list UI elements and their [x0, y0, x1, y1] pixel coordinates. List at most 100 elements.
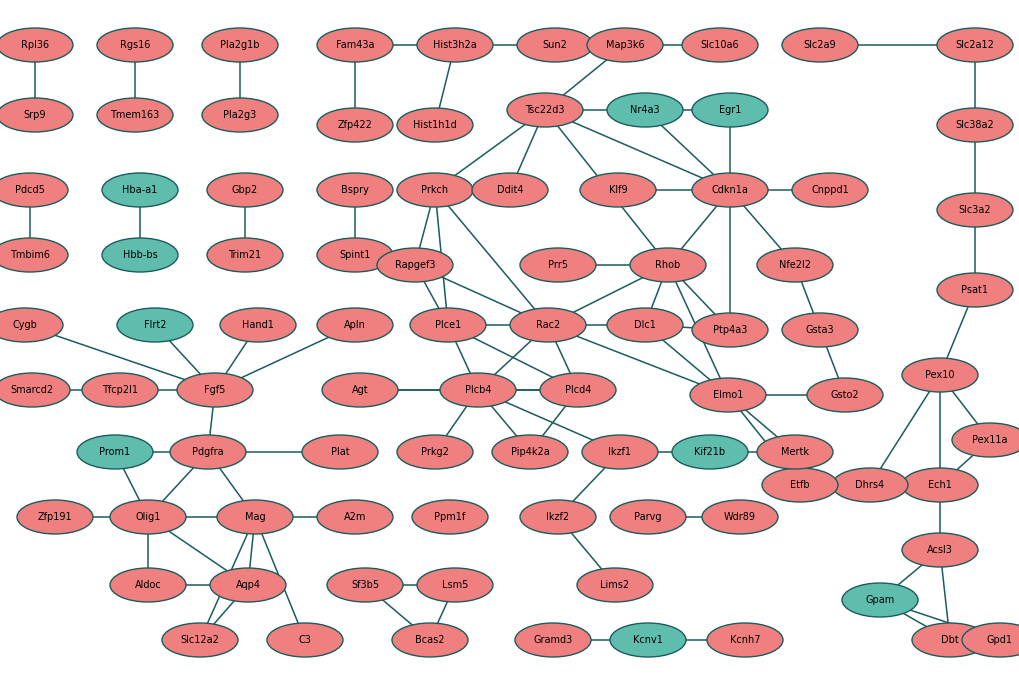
- Text: Slc2a9: Slc2a9: [803, 40, 836, 50]
- Text: Agt: Agt: [352, 385, 368, 395]
- Ellipse shape: [0, 28, 73, 62]
- Text: Gsta3: Gsta3: [805, 325, 834, 335]
- Ellipse shape: [117, 308, 193, 342]
- Ellipse shape: [217, 500, 292, 534]
- Text: Aldoc: Aldoc: [135, 580, 161, 590]
- Text: Rpl36: Rpl36: [21, 40, 49, 50]
- Ellipse shape: [391, 623, 468, 657]
- Text: Plat: Plat: [330, 447, 348, 457]
- Text: Gramd3: Gramd3: [533, 635, 572, 645]
- Ellipse shape: [782, 28, 857, 62]
- Ellipse shape: [0, 98, 73, 132]
- Ellipse shape: [689, 378, 765, 412]
- Text: Fam43a: Fam43a: [335, 40, 374, 50]
- Ellipse shape: [396, 435, 473, 469]
- Ellipse shape: [782, 313, 857, 347]
- Text: Ptp4a3: Ptp4a3: [712, 325, 747, 335]
- Text: Mag: Mag: [245, 512, 265, 522]
- Ellipse shape: [317, 108, 392, 142]
- Text: Flrt2: Flrt2: [144, 320, 166, 330]
- Text: Prr5: Prr5: [547, 260, 568, 270]
- Text: Gpd1: Gpd1: [986, 635, 1012, 645]
- Ellipse shape: [701, 500, 777, 534]
- Text: Map3k6: Map3k6: [605, 40, 644, 50]
- Text: Zfp422: Zfp422: [337, 120, 372, 130]
- Text: Kcnh7: Kcnh7: [729, 635, 759, 645]
- Text: Prkg2: Prkg2: [421, 447, 448, 457]
- Text: Rac2: Rac2: [535, 320, 559, 330]
- Ellipse shape: [901, 533, 977, 567]
- Text: Trim21: Trim21: [228, 250, 261, 260]
- Ellipse shape: [76, 435, 153, 469]
- Ellipse shape: [609, 623, 686, 657]
- Ellipse shape: [102, 173, 178, 207]
- Ellipse shape: [396, 173, 473, 207]
- Ellipse shape: [17, 500, 93, 534]
- Ellipse shape: [682, 28, 757, 62]
- Ellipse shape: [520, 500, 595, 534]
- Text: A2m: A2m: [343, 512, 366, 522]
- Ellipse shape: [961, 623, 1019, 657]
- Text: Slc12a2: Slc12a2: [180, 635, 219, 645]
- Ellipse shape: [609, 500, 686, 534]
- Ellipse shape: [0, 373, 70, 407]
- Text: Hbb-bs: Hbb-bs: [122, 250, 157, 260]
- Ellipse shape: [630, 248, 705, 282]
- Ellipse shape: [472, 173, 547, 207]
- Text: Plcb4: Plcb4: [465, 385, 491, 395]
- Ellipse shape: [515, 623, 590, 657]
- Text: Fgf5: Fgf5: [204, 385, 225, 395]
- Text: Pex11a: Pex11a: [971, 435, 1007, 445]
- Ellipse shape: [97, 98, 173, 132]
- Ellipse shape: [510, 308, 586, 342]
- Ellipse shape: [901, 358, 977, 392]
- Ellipse shape: [327, 568, 403, 602]
- Text: Ech1: Ech1: [927, 480, 951, 490]
- Text: Cygb: Cygb: [12, 320, 38, 330]
- Text: Lsm5: Lsm5: [441, 580, 468, 590]
- Ellipse shape: [202, 98, 278, 132]
- Ellipse shape: [606, 308, 683, 342]
- Text: Slc3a2: Slc3a2: [958, 205, 990, 215]
- Text: Klf9: Klf9: [608, 185, 627, 195]
- Ellipse shape: [170, 435, 246, 469]
- Ellipse shape: [317, 173, 392, 207]
- Text: Rhob: Rhob: [655, 260, 680, 270]
- Text: Prom1: Prom1: [99, 447, 130, 457]
- Ellipse shape: [162, 623, 237, 657]
- Ellipse shape: [901, 468, 977, 502]
- Ellipse shape: [417, 28, 492, 62]
- Text: Bspry: Bspry: [340, 185, 369, 195]
- Ellipse shape: [102, 238, 178, 272]
- Text: Smarcd2: Smarcd2: [10, 385, 54, 395]
- Ellipse shape: [302, 435, 378, 469]
- Text: Rapgef3: Rapgef3: [394, 260, 435, 270]
- Text: Pla2g3: Pla2g3: [223, 110, 257, 120]
- Ellipse shape: [177, 373, 253, 407]
- Ellipse shape: [377, 248, 452, 282]
- Text: Prkch: Prkch: [421, 185, 448, 195]
- Ellipse shape: [756, 248, 833, 282]
- Text: Hist1h1d: Hist1h1d: [413, 120, 457, 130]
- Text: Gpam: Gpam: [864, 595, 894, 605]
- Ellipse shape: [202, 28, 278, 62]
- Ellipse shape: [586, 28, 662, 62]
- Ellipse shape: [806, 378, 882, 412]
- Ellipse shape: [0, 173, 68, 207]
- Ellipse shape: [417, 568, 492, 602]
- Ellipse shape: [317, 308, 392, 342]
- Text: Wdr89: Wdr89: [723, 512, 755, 522]
- Text: Parvg: Parvg: [634, 512, 661, 522]
- Text: Pex10: Pex10: [924, 370, 954, 380]
- Ellipse shape: [517, 28, 592, 62]
- Text: Hba-a1: Hba-a1: [122, 185, 158, 195]
- Ellipse shape: [580, 173, 655, 207]
- Ellipse shape: [791, 173, 867, 207]
- Text: Egr1: Egr1: [718, 105, 741, 115]
- Text: Pip4k2a: Pip4k2a: [511, 447, 549, 457]
- Ellipse shape: [0, 308, 63, 342]
- Ellipse shape: [210, 568, 285, 602]
- Text: Apln: Apln: [343, 320, 366, 330]
- Ellipse shape: [832, 468, 907, 502]
- Ellipse shape: [439, 373, 516, 407]
